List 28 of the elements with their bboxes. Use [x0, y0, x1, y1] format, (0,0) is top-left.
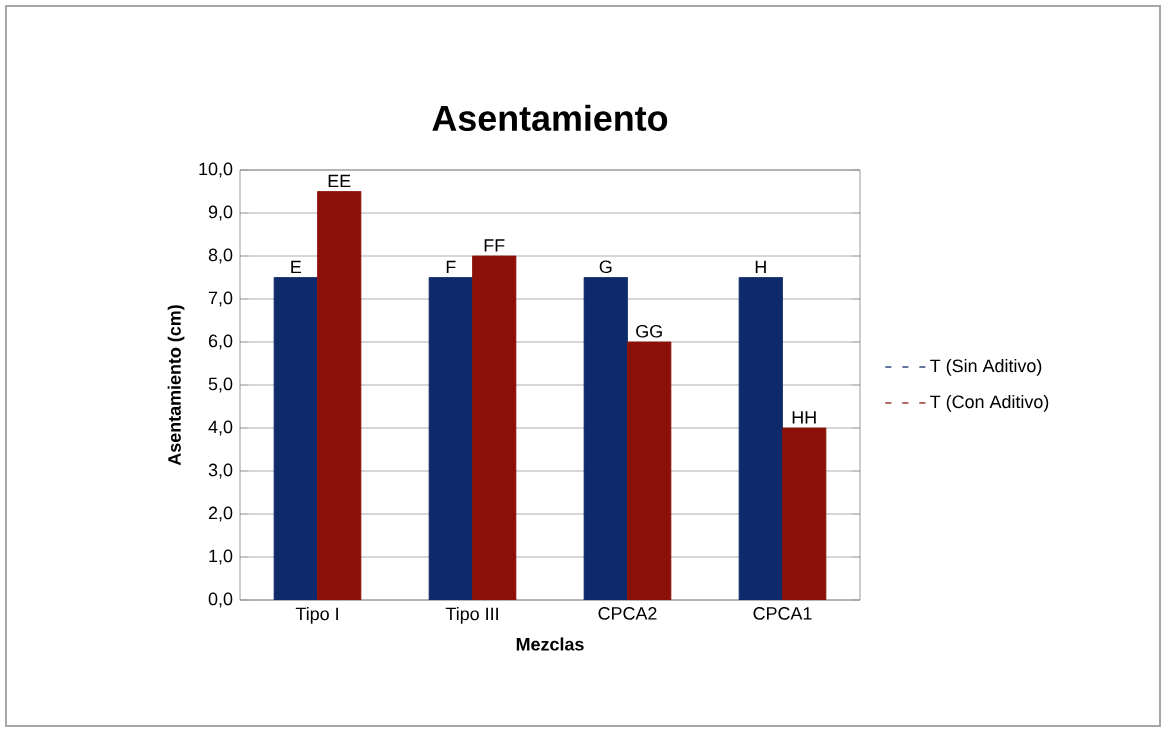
y-tick-label: 3,0	[208, 463, 233, 479]
legend-label: T (Sin Aditivo)	[930, 359, 1042, 376]
y-tick-label: 6,0	[208, 334, 233, 350]
y-tick-label: 2,0	[208, 506, 233, 522]
data-label: F	[446, 260, 456, 274]
data-label: FF	[484, 239, 505, 252]
y-tick-label: 8,0	[208, 248, 233, 264]
data-label: G	[599, 260, 612, 274]
x-tick-label: Tipo I	[295, 607, 338, 624]
chart-title: Asentamiento	[432, 104, 668, 131]
y-tick-label: 5,0	[208, 377, 233, 393]
data-label: E	[291, 260, 302, 274]
y-tick-label: 10,0	[199, 162, 233, 178]
data-label: GG	[636, 324, 662, 338]
y-tick-label: 9,0	[208, 205, 233, 221]
y-tick-label: 4,0	[208, 420, 233, 436]
y-tick-label: 1,0	[209, 549, 233, 565]
x-tick-label: CPCA2	[598, 607, 657, 620]
data-label: EE	[328, 174, 351, 188]
y-axis-title: Asentamiento (cm)	[167, 305, 185, 466]
y-tick-label: 0,0	[208, 592, 233, 608]
data-label: HH	[792, 411, 816, 424]
x-axis-title: Mezclas	[516, 637, 584, 651]
x-tick-label: Tipo III	[445, 607, 498, 624]
data-label: H	[755, 260, 766, 274]
x-tick-label: CPCA1	[753, 607, 812, 620]
y-tick-label: 7,0	[208, 291, 233, 307]
legend-label: T (Con Aditivo)	[930, 394, 1049, 412]
